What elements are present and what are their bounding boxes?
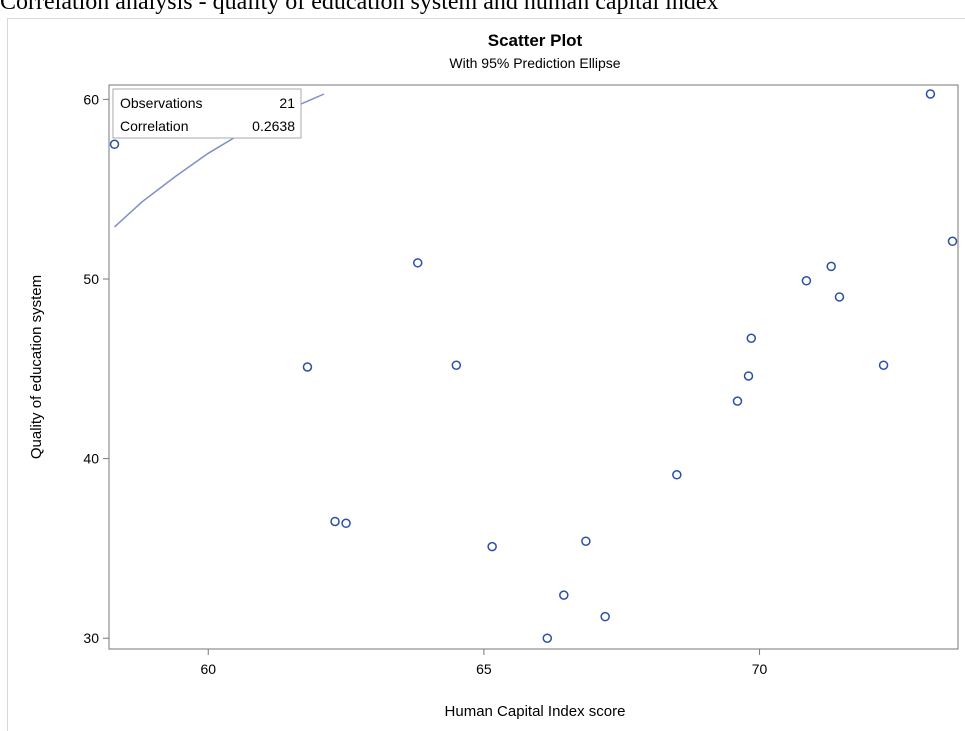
data-point [542, 633, 553, 643]
correlation-label: Correlation [120, 118, 188, 134]
correlation-value: 0.2638 [252, 118, 295, 134]
data-point [732, 396, 743, 406]
plot-area-frame [108, 84, 959, 650]
stats-inset: Observations 21 Correlation 0.2638 [112, 88, 302, 139]
prediction-ellipse [113, 93, 325, 228]
data-point [341, 518, 351, 529]
data-point [109, 139, 120, 150]
data-point [487, 541, 497, 552]
data-point [581, 536, 591, 546]
y-tick-label: 30 [83, 630, 99, 646]
figure-frame [7, 18, 965, 731]
y-tick-label: 60 [83, 91, 99, 107]
chart-title: Scatter Plot [488, 31, 583, 50]
ellipse-arc [113, 93, 325, 228]
data-point [947, 236, 958, 247]
x-tick-label: 60 [200, 661, 216, 677]
x-axis-label: Human Capital Index score [445, 703, 626, 720]
x-tick-label: 70 [752, 661, 768, 677]
stats-inset-box [112, 88, 302, 139]
data-point [412, 258, 423, 268]
observations-value: 21 [279, 95, 295, 111]
data-points [109, 89, 958, 643]
data-point [559, 590, 569, 600]
data-point [451, 360, 462, 370]
y-tick-label: 40 [83, 451, 99, 467]
data-point [925, 89, 936, 99]
page-caption: Correlation analysis - quality of educat… [0, 0, 719, 15]
data-point [834, 292, 845, 302]
data-point [600, 611, 610, 622]
observations-label: Observations [120, 95, 202, 111]
y-tick-label: 50 [83, 271, 99, 287]
data-point [743, 371, 754, 381]
y-axis-label: Quality of education system [28, 275, 45, 459]
data-point [330, 516, 340, 527]
data-point [878, 360, 889, 370]
chart-subtitle: With 95% Prediction Ellipse [449, 55, 620, 71]
data-point [826, 261, 836, 272]
axes: 60 65 70 30 40 50 60 [83, 84, 959, 677]
data-point [801, 276, 812, 286]
x-tick-label: 65 [476, 661, 492, 677]
data-point [746, 333, 757, 344]
data-point [302, 362, 313, 372]
data-point [672, 470, 682, 480]
